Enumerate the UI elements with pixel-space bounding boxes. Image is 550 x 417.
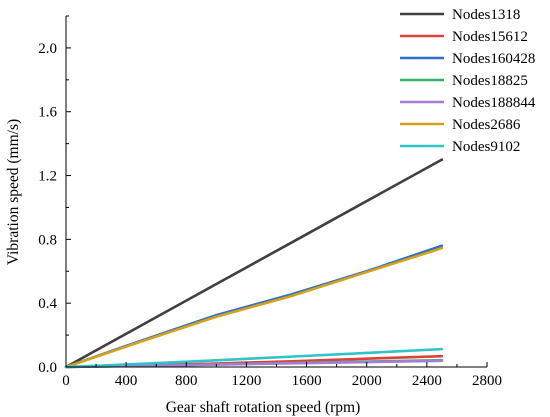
series-line-nodes188844 — [64, 359, 444, 369]
x-tick-label: 1600 — [292, 373, 322, 389]
series-line-nodes9102 — [64, 347, 444, 369]
legend-label: Nodes160428 — [452, 51, 535, 67]
legend-label: Nodes9102 — [452, 139, 520, 155]
x-tick-label: 800 — [175, 373, 198, 389]
plot-marks — [64, 158, 444, 369]
x-tick-label: 2800 — [472, 373, 502, 389]
legend-label: Nodes2686 — [452, 117, 521, 133]
x-axis-label: Gear shaft rotation speed (rpm) — [166, 399, 361, 416]
y-tick-label: 2.0 — [38, 41, 57, 57]
legend-label: Nodes18825 — [452, 73, 528, 89]
y-tick-label: 0.4 — [38, 296, 57, 312]
x-tick-label: 1200 — [231, 373, 261, 389]
y-tick-label: 0.8 — [38, 232, 57, 248]
legend-label: Nodes15612 — [452, 29, 528, 45]
x-tick-label: 400 — [115, 373, 138, 389]
x-tick-label: 0 — [62, 373, 70, 389]
series-line-nodes1318 — [64, 158, 444, 369]
legend-label: Nodes1318 — [452, 7, 520, 23]
y-axis-label: Vibration speed (mm/s) — [5, 119, 22, 265]
x-tick-label: 2000 — [352, 373, 382, 389]
legend: Nodes1318 Nodes15612 Nodes160428 Nodes18825… — [400, 7, 536, 155]
axes: 0 400 800 1200 1600 2000 2400 2800 0.0 0.4 0.8 1.2 1… — [38, 15, 502, 389]
series-line-nodes2686 — [64, 246, 444, 369]
y-tick-label: 1.6 — [38, 105, 57, 121]
x-tick-label: 2400 — [412, 373, 442, 389]
legend-label: Nodes188844 — [452, 95, 536, 111]
y-tick-label: 0.0 — [38, 360, 57, 376]
y-tick-label: 1.2 — [38, 169, 57, 185]
